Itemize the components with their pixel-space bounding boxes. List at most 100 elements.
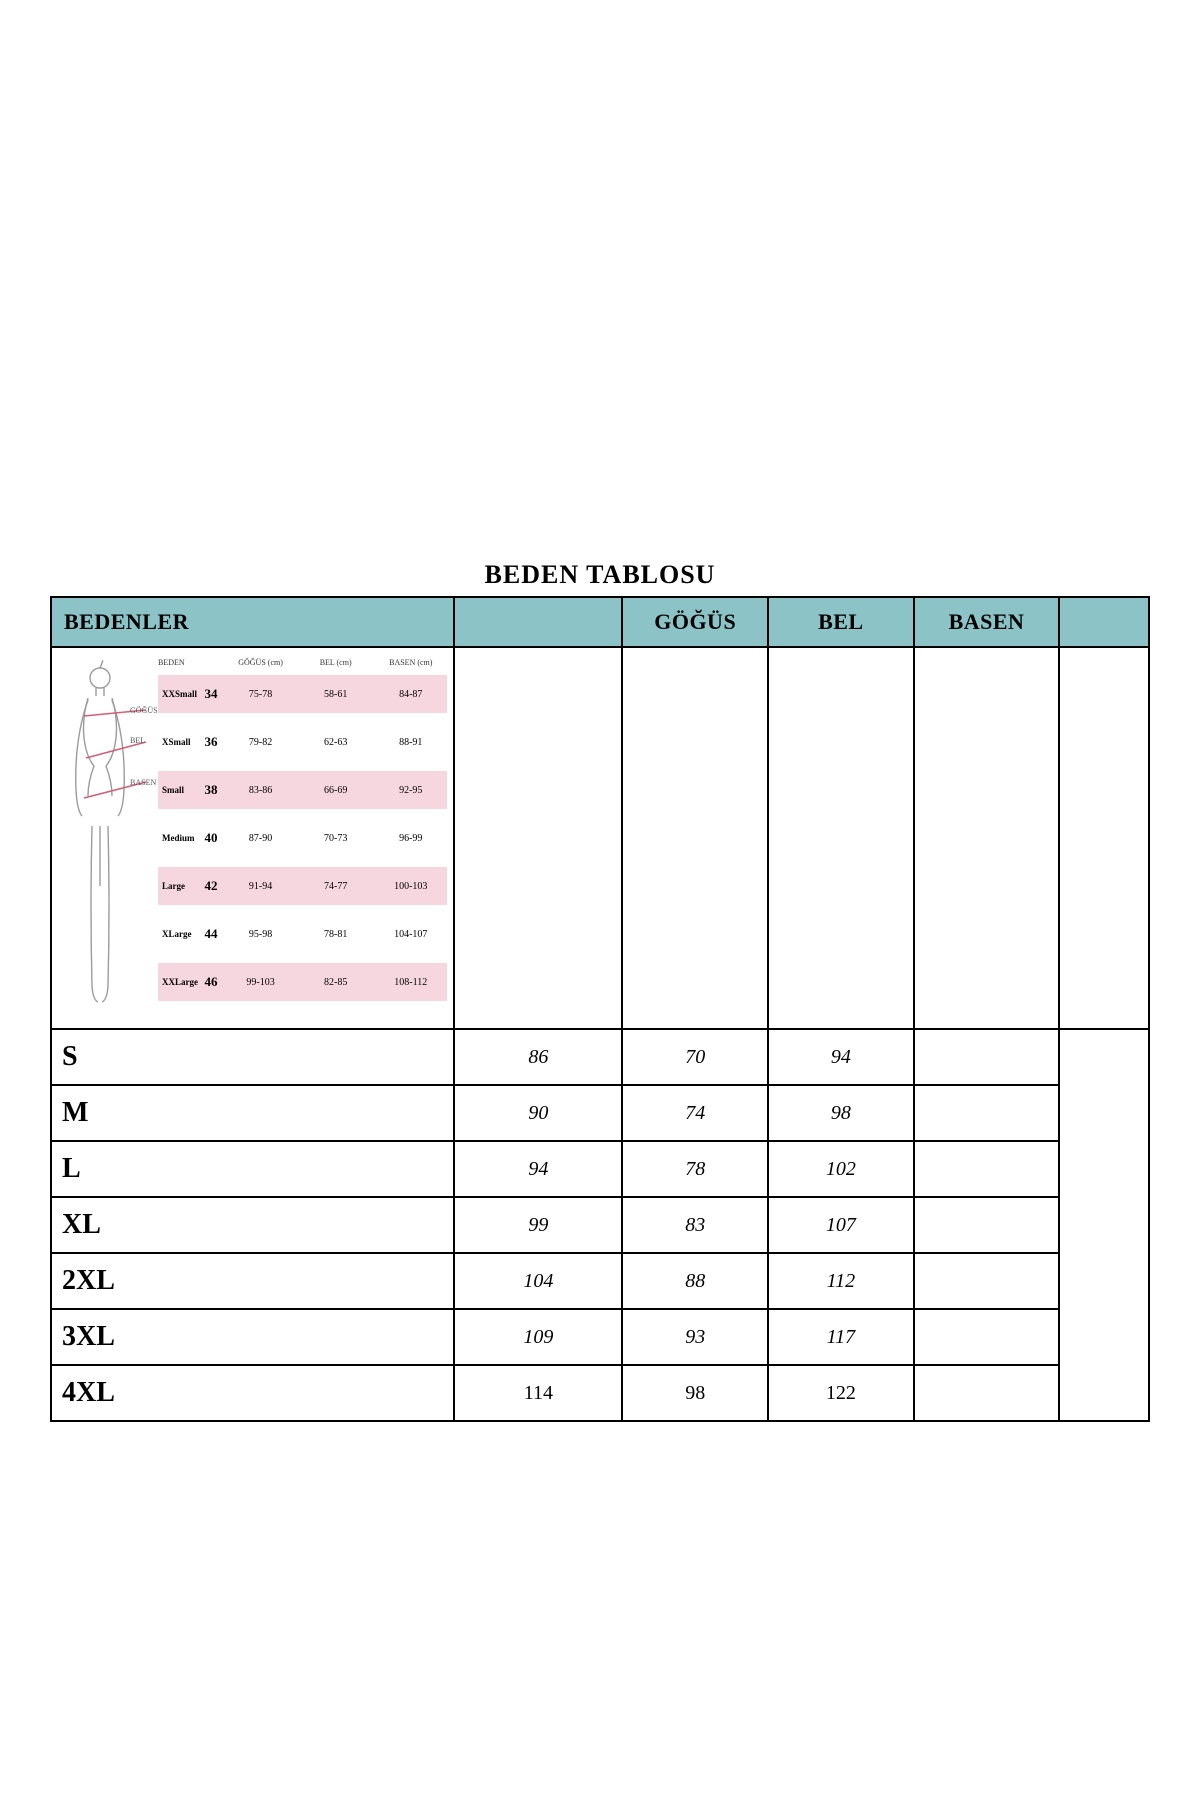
mini-value: 84-87 [374, 689, 447, 700]
mini-value: 104-107 [374, 929, 447, 940]
value-cell: 117 [768, 1309, 914, 1365]
blank-cell [914, 1253, 1060, 1309]
mini-row: Large4291-9474-77100-103 [158, 867, 447, 905]
figure-label-waist: BEL [130, 736, 145, 746]
value-cell: 88 [622, 1253, 768, 1309]
mini-row: XLarge4495-9878-81104-107 [158, 915, 447, 953]
figure-label-hip: BASEN [130, 778, 156, 788]
mini-value: 58-61 [299, 689, 372, 700]
mini-size-num: 40 [200, 830, 222, 846]
mini-size-name: Medium [158, 833, 198, 843]
mini-size-num: 44 [200, 926, 222, 942]
size-chart: BEDEN TABLOSU BEDENLER GÖĞÜS BEL BASEN [50, 560, 1150, 1422]
header-basen: BASEN [914, 597, 1060, 647]
table-row: 3XL10993117 [51, 1309, 1149, 1365]
table-row: L9478102 [51, 1141, 1149, 1197]
table-row: M907498 [51, 1085, 1149, 1141]
table-row: 2XL10488112 [51, 1253, 1149, 1309]
spacer-cell [454, 647, 622, 1029]
value-cell: 90 [454, 1085, 622, 1141]
size-label: 3XL [51, 1309, 454, 1365]
value-cell: 98 [768, 1085, 914, 1141]
value-cell: 74 [622, 1085, 768, 1141]
mini-size-num: 38 [200, 782, 222, 798]
mini-value: 62-63 [299, 737, 372, 748]
value-cell: 114 [454, 1365, 622, 1421]
blank-cell [914, 1365, 1060, 1421]
mini-guide-table: BEDEN GÖĞÜS (cm) BEL (cm) BASEN (cm) XXS… [154, 658, 447, 1018]
mini-size-name: XSmall [158, 737, 198, 747]
value-cell: 104 [454, 1253, 622, 1309]
mini-row: XXLarge4699-10382-85108-112 [158, 963, 447, 1001]
mini-value: 108-112 [374, 977, 447, 988]
blank-cell [914, 1141, 1060, 1197]
size-label: M [51, 1085, 454, 1141]
mini-size-name: Large [158, 881, 198, 891]
mini-header: BEDEN GÖĞÜS (cm) BEL (cm) BASEN (cm) [158, 658, 447, 667]
spacer-row: GÖĞÜS BEL BASEN BEDEN GÖĞÜS (cm) BEL (cm… [51, 647, 1149, 1029]
value-cell: 109 [454, 1309, 622, 1365]
value-cell: 112 [768, 1253, 914, 1309]
blank-cell [914, 1085, 1060, 1141]
blank-cell [914, 1309, 1060, 1365]
mini-value: 70-73 [299, 833, 372, 844]
mini-value: 88-91 [374, 737, 447, 748]
size-label: XL [51, 1197, 454, 1253]
mini-row: Medium4087-9070-7396-99 [158, 819, 447, 857]
header-row: BEDENLER GÖĞÜS BEL BASEN [51, 597, 1149, 647]
mini-value: 96-99 [374, 833, 447, 844]
table-row: 4XL11498122 [51, 1365, 1149, 1421]
value-cell: 86 [454, 1029, 622, 1085]
mini-value: 83-86 [224, 785, 297, 796]
chart-title: BEDEN TABLOSU [50, 560, 1150, 590]
table-row: XL9983107 [51, 1197, 1149, 1253]
value-cell: 102 [768, 1141, 914, 1197]
value-cell: 70 [622, 1029, 768, 1085]
mini-value: 78-81 [299, 929, 372, 940]
size-label: 2XL [51, 1253, 454, 1309]
mini-value: 100-103 [374, 881, 447, 892]
size-label: S [51, 1029, 454, 1085]
blank-cell [914, 1029, 1060, 1085]
header-blank-1 [454, 597, 622, 647]
value-cell: 93 [622, 1309, 768, 1365]
mini-value: 99-103 [224, 977, 297, 988]
value-cell: 122 [768, 1365, 914, 1421]
mini-row: XXSmall3475-7858-6184-87 [158, 675, 447, 713]
value-cell: 78 [622, 1141, 768, 1197]
value-cell: 83 [622, 1197, 768, 1253]
value-cell: 94 [454, 1141, 622, 1197]
value-cell: 94 [768, 1029, 914, 1085]
blank-cell [914, 1197, 1060, 1253]
value-cell: 98 [622, 1365, 768, 1421]
mini-size-num: 36 [200, 734, 222, 750]
mini-value: 75-78 [224, 689, 297, 700]
mini-value: 91-94 [224, 881, 297, 892]
figure-label-bust: GÖĞÜS [130, 706, 158, 716]
table-row: S867094 [51, 1029, 1149, 1085]
header-sizes: BEDENLER [51, 597, 454, 647]
mini-value: 92-95 [374, 785, 447, 796]
mini-row: XSmall3679-8262-6388-91 [158, 723, 447, 761]
value-cell: 99 [454, 1197, 622, 1253]
mini-size-num: 34 [200, 686, 222, 702]
mini-value: 82-85 [299, 977, 372, 988]
mini-value: 95-98 [224, 929, 297, 940]
value-cell: 107 [768, 1197, 914, 1253]
size-label: 4XL [51, 1365, 454, 1421]
mini-size-name: XLarge [158, 929, 198, 939]
mini-size-num: 42 [200, 878, 222, 894]
mini-size-name: XXSmall [158, 689, 198, 699]
header-gogus: GÖĞÜS [622, 597, 768, 647]
header-blank-2 [1059, 597, 1149, 647]
mini-value: 66-69 [299, 785, 372, 796]
mini-value: 74-77 [299, 881, 372, 892]
header-bel: BEL [768, 597, 914, 647]
guide-cell: GÖĞÜS BEL BASEN BEDEN GÖĞÜS (cm) BEL (cm… [51, 647, 454, 1029]
size-label: L [51, 1141, 454, 1197]
mini-row: Small3883-8666-6992-95 [158, 771, 447, 809]
mini-value: 87-90 [224, 833, 297, 844]
mini-value: 79-82 [224, 737, 297, 748]
mini-size-num: 46 [200, 974, 222, 990]
size-table: BEDENLER GÖĞÜS BEL BASEN [50, 596, 1150, 1422]
